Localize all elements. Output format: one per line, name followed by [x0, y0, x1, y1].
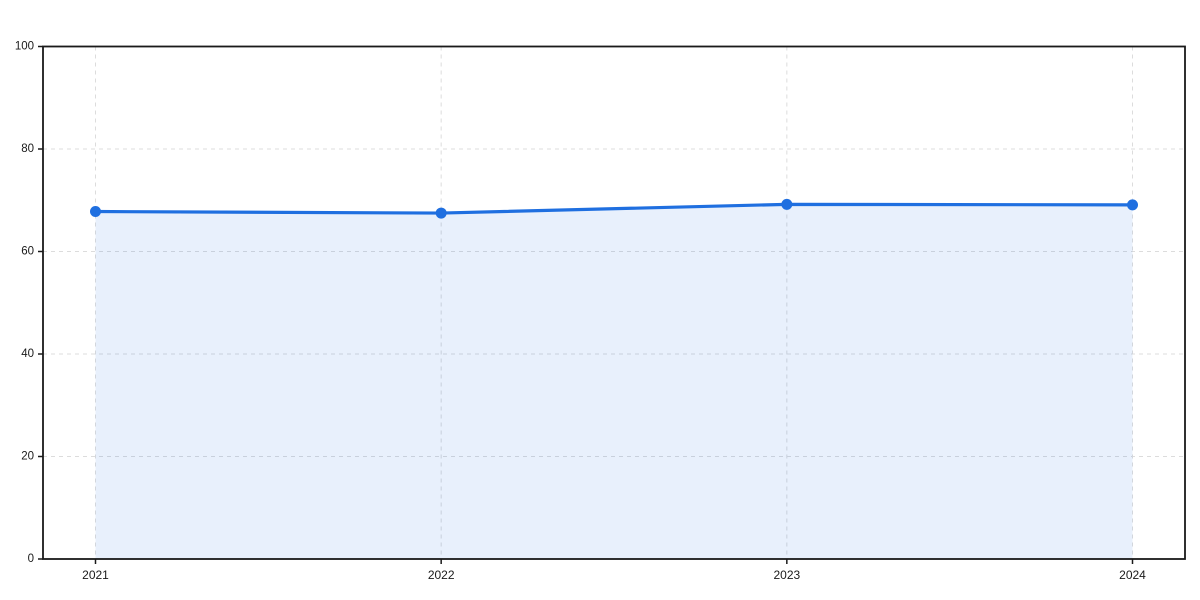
area-fill	[95, 204, 1133, 559]
data-point-2023	[781, 198, 793, 210]
plot-border	[42, 45, 1186, 560]
y-tick-label: 60	[21, 246, 34, 258]
y-tick-label: 40	[21, 348, 34, 360]
x-tick-label: 2023	[773, 568, 800, 582]
data-point-2021	[90, 206, 101, 218]
x-tick-label: 2021	[82, 568, 109, 582]
data-point-2024	[1127, 199, 1138, 211]
y-tick-label: 0	[28, 553, 34, 565]
y-tick-label: 100	[15, 41, 34, 53]
y-tick-label: 20	[21, 451, 34, 463]
x-tick-label: 2022	[428, 568, 455, 582]
trend-line	[93, 202, 1135, 215]
y-tick-label: 80	[21, 143, 34, 155]
data-point-2022	[435, 207, 447, 219]
x-tick-label: 2024	[1119, 568, 1146, 582]
